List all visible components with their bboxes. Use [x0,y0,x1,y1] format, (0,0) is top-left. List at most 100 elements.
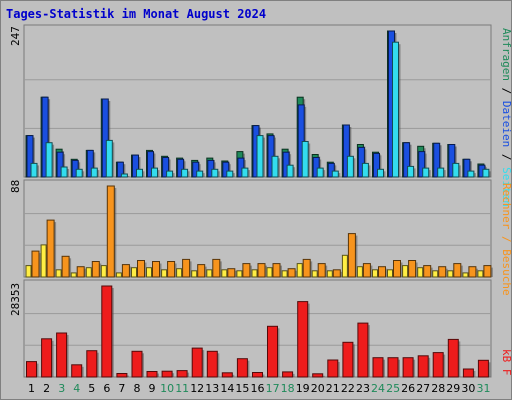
bar-rechner-day-21 [326,270,335,278]
bar-rechner-day-17 [266,267,274,278]
bar-seiten-day-16 [256,135,265,178]
bar-besuche-day-1-fill [31,250,40,278]
bar-seiten-day-30 [467,170,476,178]
bar-besuche-day-15-fill [242,263,251,278]
bar-dateien-day-4-fill [71,159,79,178]
bar-kbf-day-3-fill [56,332,68,378]
day-label-1: 1 [28,382,35,395]
bar-rechner-day-30-fill [462,272,469,278]
bar-dateien-day-26 [403,142,412,178]
bar-besuche-day-20 [317,263,328,278]
bar-besuche-day-4 [76,266,87,278]
legend-separator-2: / [500,147,512,167]
top-legend: Anfragen / Dateien / Seiten [500,28,512,207]
bar-besuche-day-18-fill [287,268,296,278]
bar-kbf-day-27 [417,355,431,378]
bar-rechner-day-3-fill [55,269,62,278]
bar-besuche-day-29 [453,263,463,278]
bar-besuche-day-21-fill [332,269,341,278]
bar-kbf-day-10 [161,370,175,378]
top-axis-max-label: 247 [9,26,22,46]
bar-rechner-day-12 [191,270,199,278]
bar-seiten-day-14 [226,170,235,178]
bar-dateien-day-22 [342,124,352,178]
bar-besuche-day-23-fill [362,263,371,278]
bar-rechner-day-1 [25,265,33,278]
bar-rechner-day-6-fill [100,265,107,278]
bar-kbf-day-7 [116,373,129,378]
bar-seiten-day-23-fill [361,162,369,178]
bar-kbf-day-14 [221,372,235,378]
bar-rechner-day-3 [55,269,64,278]
chart-bars [25,30,493,378]
bar-kbf-day-9-fill [146,371,158,378]
bar-seiten-day-8-fill [136,168,143,178]
day-label-11: 11 [175,382,189,395]
bar-kbf-day-30 [462,368,476,378]
bar-seiten-day-8 [136,168,145,178]
bar-rechner-day-7-fill [115,272,122,278]
bar-besuche-day-21 [332,269,343,278]
bar-besuche-day-5 [91,261,102,278]
bar-rechner-day-31 [477,270,485,278]
bar-kbf-day-19 [297,301,310,378]
bar-seiten-day-31 [482,168,491,178]
bar-dateien-day-8 [132,154,141,178]
day-label-2: 2 [43,382,50,395]
bar-dateien-day-9 [147,151,156,178]
bar-besuche-day-19-fill [302,258,311,278]
bar-rechner-day-20-fill [311,270,318,278]
bar-besuche-day-31 [483,265,493,278]
bar-kbf-day-10-fill [161,370,173,378]
bar-rechner-day-18-fill [281,270,288,278]
bar-kbf-day-18-fill [282,371,294,378]
bar-besuche-day-18 [287,268,298,278]
bar-seiten-day-5-fill [90,167,98,178]
bar-rechner-day-10-fill [161,269,168,278]
day-label-26: 26 [401,382,415,395]
bar-seiten-day-18 [286,164,296,178]
bar-seiten-day-6-fill [105,139,113,178]
bar-seiten-day-15 [241,167,250,178]
bar-seiten-day-3 [60,166,70,178]
bar-kbf-day-24 [372,357,385,378]
bar-besuche-day-24 [378,266,388,278]
bar-dateien-day-22-fill [342,124,350,178]
bar-besuche-day-19 [302,258,313,278]
bar-dateien-day-14-fill [222,161,230,178]
bar-kbf-day-29 [447,338,461,378]
day-label-31: 31 [477,382,491,395]
bar-seiten-day-15-fill [241,167,249,178]
bar-seiten-day-16-fill [256,135,264,178]
bar-dateien-day-3 [56,151,66,178]
bar-kbf-day-27-fill [417,355,429,378]
bar-kbf-day-9 [146,371,159,378]
bar-besuche-day-27-fill [423,265,432,278]
bar-besuche-day-13 [212,258,222,278]
day-label-10: 10 [160,382,174,395]
bar-besuche-day-30-fill [468,266,477,278]
bar-rechner-day-22 [341,254,350,278]
bar-besuche-day-31-fill [483,265,492,278]
bar-dateien-day-11-fill [177,158,185,178]
bar-besuche-day-28-fill [438,266,447,278]
bar-seiten-day-13 [211,168,220,178]
bar-besuche-day-3-fill [61,255,70,278]
bar-rechner-day-5-fill [85,267,92,278]
bar-rechner-day-1-fill [25,265,32,278]
bar-rechner-day-2 [40,244,49,278]
bar-seiten-day-4-fill [75,168,83,178]
bar-besuche-day-15 [242,263,252,278]
day-label-17: 17 [266,382,280,395]
bar-rechner-day-6 [100,265,109,278]
chart-title: Tages-Statistik im Monat August 2024 [6,7,266,21]
bar-seiten-day-28 [437,167,446,178]
bar-seiten-day-29 [452,162,461,178]
bar-dateien-day-13-fill [207,159,215,178]
bar-dateien-day-6-fill [101,98,109,178]
day-label-23: 23 [356,382,370,395]
bar-dateien-day-24 [373,152,382,178]
bar-besuche-day-11-fill [182,258,191,278]
bar-dateien-day-26-fill [403,142,411,178]
bar-kbf-day-11-fill [176,370,188,378]
